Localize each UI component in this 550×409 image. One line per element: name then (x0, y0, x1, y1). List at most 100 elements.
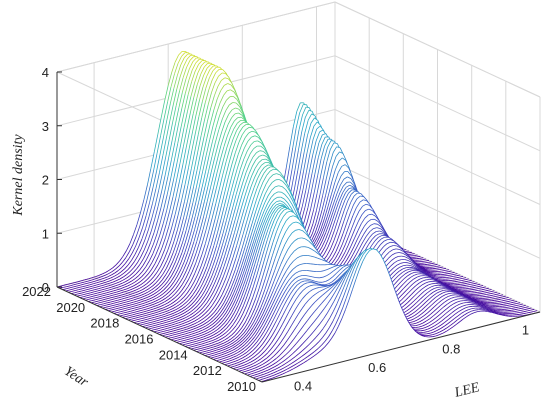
surface-mesh-line (250, 177, 255, 187)
surface-mesh-line (273, 196, 278, 200)
surface-mesh-line (404, 275, 409, 279)
surface-mesh-line (212, 127, 217, 142)
surface-mesh-line (160, 192, 165, 208)
surface-mesh-line (121, 295, 126, 298)
surface-mesh-line (436, 265, 441, 267)
surface-mesh-line (132, 303, 137, 305)
surface-mesh-line (228, 347, 233, 351)
surface-mesh-line (247, 315, 252, 323)
surface-mesh-line (206, 319, 211, 323)
surface-mesh-line (100, 290, 105, 293)
surface-mesh-line (224, 77, 229, 80)
surface-mesh-line (422, 279, 427, 282)
surface-mesh-line (166, 318, 171, 321)
surface-mesh-line (156, 154, 161, 172)
surface-mesh-line (158, 300, 163, 303)
surface-mesh-line (251, 298, 256, 308)
surface-mesh-line (318, 253, 323, 258)
surface-mesh-line (243, 196, 248, 209)
surface-mesh-line (399, 265, 404, 268)
surface-mesh-line (297, 246, 302, 249)
surface-mesh-line (205, 275, 210, 284)
surface-mesh-line (117, 271, 122, 275)
surface-mesh-line (159, 137, 164, 155)
surface-mesh-line (259, 263, 264, 277)
surface-mesh-line (140, 321, 144, 324)
surface-mesh-line (108, 284, 113, 287)
surface-mesh-line (398, 272, 403, 276)
surface-mesh-line (188, 319, 193, 322)
surface-mesh-line (160, 249, 166, 259)
surface-mesh-line (172, 89, 178, 105)
surface-mesh-line (252, 188, 258, 200)
surface-mesh-line (75, 289, 79, 291)
surface-mesh-line (301, 117, 306, 132)
surface-mesh-line (212, 66, 217, 72)
surface-mesh-line (226, 193, 231, 207)
surface-mesh-line (70, 282, 75, 284)
surface-mesh-line (418, 305, 423, 309)
surface-mesh-line (455, 278, 460, 281)
surface-mesh-line (232, 245, 237, 258)
surface-mesh-line (402, 290, 407, 295)
surface-mesh-line (261, 345, 266, 350)
surface-mesh-line (156, 135, 161, 154)
surface-mesh-line (223, 90, 228, 96)
surface-mesh-line (197, 335, 202, 338)
surface-mesh-line (251, 255, 256, 267)
surface-mesh-line (260, 289, 266, 300)
surface-mesh-line (260, 299, 265, 309)
surface-mesh-line (229, 138, 234, 150)
surface-mesh-line (222, 277, 227, 287)
surface-mesh-line (129, 288, 134, 291)
surface-mesh-line (190, 323, 195, 326)
surface-mesh-line (207, 107, 212, 122)
surface-mesh-line (217, 301, 222, 308)
surface-mesh-line (160, 100, 166, 118)
surface-mesh-line (409, 266, 414, 269)
surface-mesh-line (115, 260, 120, 266)
surface-mesh-line (210, 275, 216, 285)
surface-mesh-line (368, 239, 373, 245)
surface-mesh-line (231, 345, 236, 349)
surface-mesh-line (236, 233, 241, 246)
surface-mesh-line (386, 241, 391, 245)
surface-mesh-line (427, 275, 432, 278)
surface-mesh-line (191, 273, 196, 281)
surface-mesh-line (435, 277, 439, 280)
surface-mesh-line (179, 329, 184, 332)
surface-mesh-line (191, 263, 196, 273)
surface-mesh-line (306, 208, 312, 223)
surface-mesh-line (85, 288, 89, 291)
surface-mesh-line (168, 324, 172, 327)
surface-mesh-line (291, 240, 296, 245)
surface-mesh-line (408, 270, 413, 273)
surface-mesh-line (211, 218, 216, 233)
surface-mesh-line (244, 141, 249, 149)
surface-mesh-line (284, 279, 290, 286)
surface-mesh-line (446, 274, 451, 276)
surface-mesh-line (168, 212, 173, 227)
surface-mesh-line (330, 240, 335, 250)
surface-mesh-line (270, 193, 275, 198)
surface-mesh-line (173, 143, 179, 162)
surface-mesh-line (263, 290, 268, 300)
surface-mesh-line (414, 292, 419, 297)
surface-mesh-line (94, 290, 98, 293)
surface-mesh-line (191, 343, 196, 345)
surface-mesh-line (340, 178, 345, 186)
surface-mesh-line (202, 88, 207, 102)
surface-mesh-line (107, 277, 111, 280)
surface-mesh-line (432, 275, 437, 278)
surface-mesh-line (264, 186, 270, 194)
surface-mesh-line (160, 328, 165, 331)
surface-mesh-line (180, 201, 185, 217)
surface-mesh-line (272, 290, 277, 299)
surface-mesh-line (89, 295, 94, 298)
surface-mesh-line (130, 285, 135, 288)
surface-mesh-line (91, 299, 96, 301)
surface-mesh-line (172, 306, 177, 309)
surface-mesh-line (195, 241, 200, 254)
surface-mesh-line (222, 348, 227, 351)
surface-mesh-line (436, 291, 440, 294)
